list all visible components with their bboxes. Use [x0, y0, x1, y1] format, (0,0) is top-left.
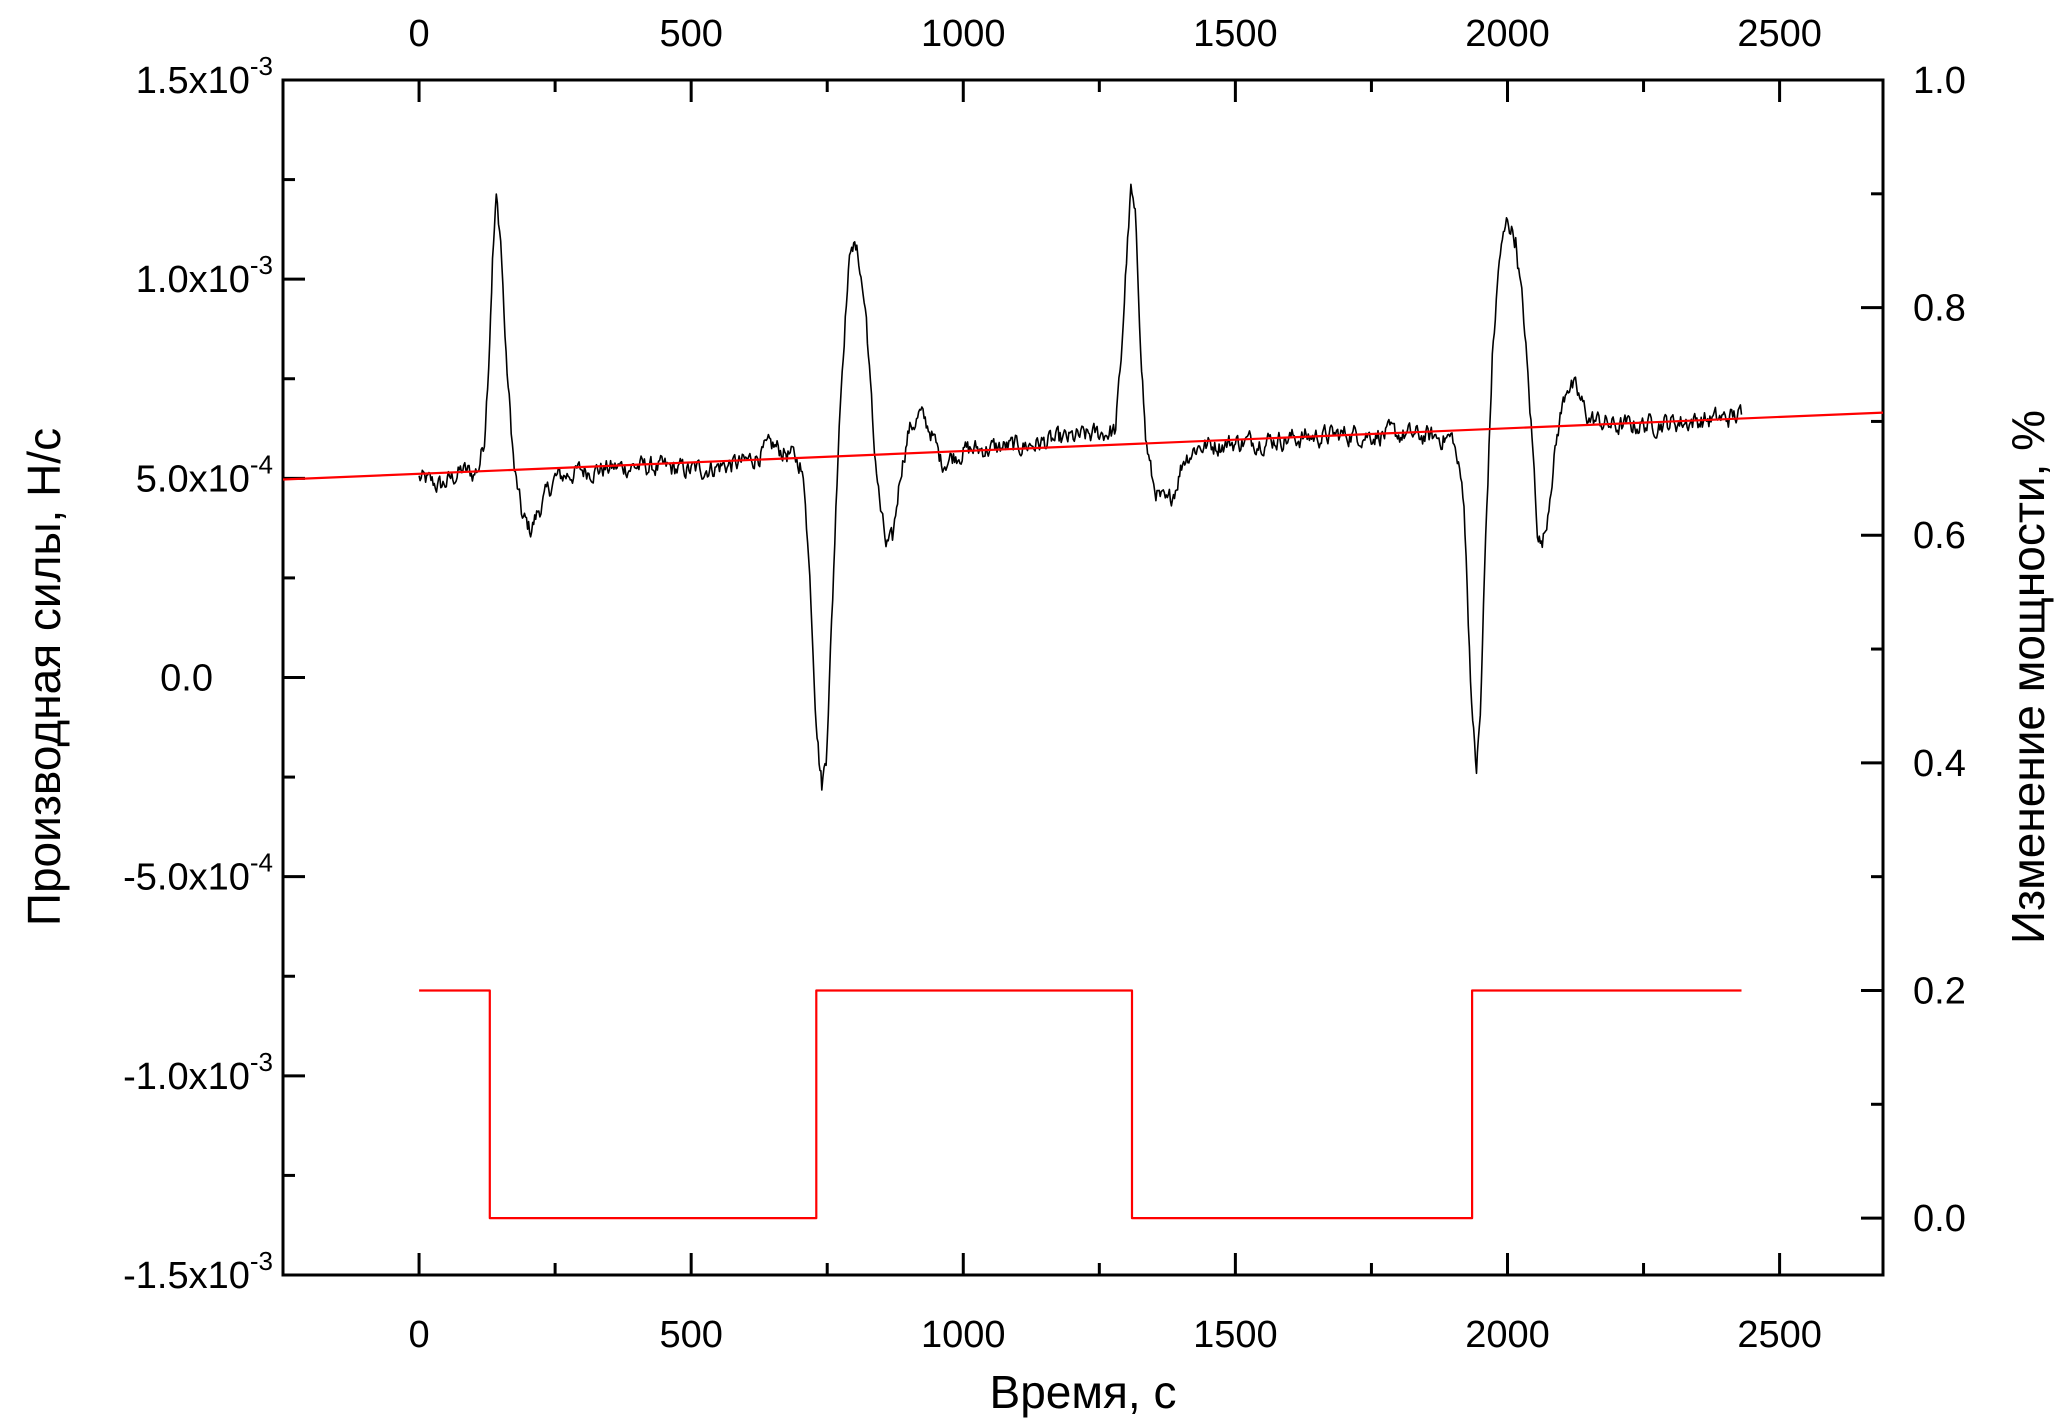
y-left-tick-label: 0.0 — [160, 658, 213, 700]
y-right-tick-label: 0.0 — [1913, 1198, 1966, 1240]
y-left-tick-label: 1.0x10-3 — [136, 250, 273, 301]
plot-frame — [281, 78, 1885, 1277]
x-top-tick-label: 500 — [659, 13, 722, 55]
x-tick-label: 500 — [659, 1314, 722, 1356]
x-top-tick-label: 0 — [408, 13, 429, 55]
series-layer — [282, 183, 1884, 1220]
y-right-tick-label: 0.8 — [1913, 288, 1966, 330]
ticks-layer — [281, 78, 1883, 1277]
x-top-tick-label: 1000 — [921, 13, 1006, 55]
tick-labels-layer: 0 0 500 500 1000 1000 1500 1500 2000 2000 2500 2500… — [123, 13, 1966, 1356]
y-left-tick-label: -5.0x10-4 — [123, 848, 273, 899]
power-change-series — [419, 989, 1742, 1220]
x-tick-label: 1500 — [1193, 1314, 1278, 1356]
y-right-axis-title: Изменение мощности, % — [2002, 410, 2054, 944]
y-left-tick-label: 1.5x10-3 — [136, 51, 273, 102]
x-tick-label: 2500 — [1737, 1314, 1822, 1356]
y-right-tick-label: 0.2 — [1913, 970, 1966, 1012]
y-right-tick-label: 0.4 — [1913, 743, 1966, 785]
x-tick-label: 1000 — [921, 1314, 1006, 1356]
y-left-tick-label: -1.5x10-3 — [123, 1246, 273, 1297]
force-derivative-series — [418, 183, 1743, 791]
x-top-tick-label: 2000 — [1465, 13, 1550, 55]
y-right-tick-label: 1.0 — [1913, 60, 1966, 102]
x-tick-label: 0 — [408, 1314, 429, 1356]
trend-line-series — [282, 411, 1884, 481]
y-left-axis-title: Производная силы, Н/с — [18, 428, 70, 926]
x-top-tick-label: 1500 — [1193, 13, 1278, 55]
x-axis-title: Время, с — [990, 1366, 1177, 1418]
x-top-tick-label: 2500 — [1737, 13, 1822, 55]
y-left-tick-label: 5.0x10-4 — [136, 449, 273, 500]
y-left-tick-label: -1.0x10-3 — [123, 1047, 273, 1098]
x-tick-label: 2000 — [1465, 1314, 1550, 1356]
y-right-tick-label: 0.6 — [1913, 515, 1966, 557]
